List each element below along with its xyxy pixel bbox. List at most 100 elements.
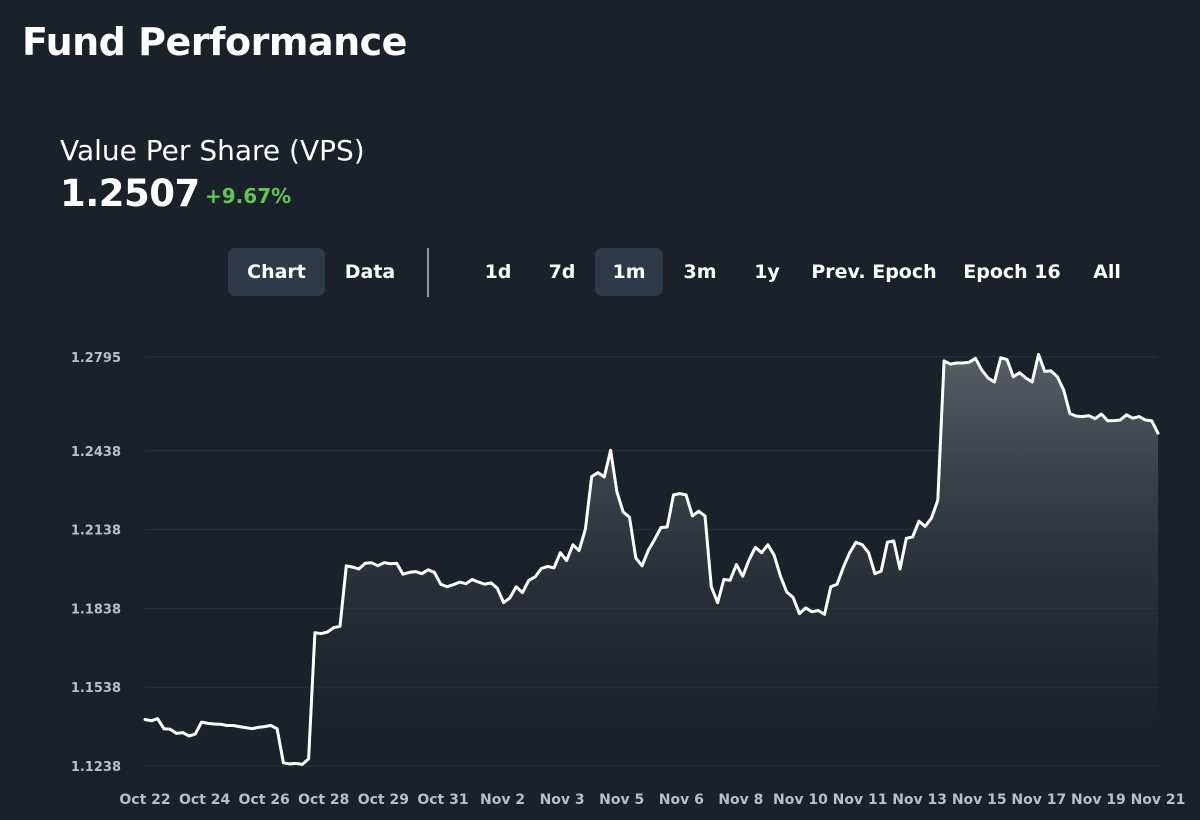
range-1d-button[interactable]: 1d <box>484 261 512 283</box>
data-point <box>187 734 191 738</box>
data-point <box>382 561 386 565</box>
data-point <box>930 516 934 520</box>
data-point <box>514 585 518 589</box>
data-point <box>313 631 317 635</box>
range-3m-button[interactable]: 3m <box>683 261 717 283</box>
range-epoch-16-button[interactable]: Epoch 16 <box>963 261 1061 283</box>
data-point <box>684 493 688 497</box>
data-point <box>319 632 323 636</box>
data-point <box>1011 375 1015 379</box>
vps-area-fill <box>145 354 1158 766</box>
data-point <box>571 543 575 547</box>
x-tick-label: Nov 11 <box>833 792 888 808</box>
range-prev-epoch-button[interactable]: Prev. Epoch <box>811 261 937 283</box>
data-point <box>942 359 946 363</box>
data-point <box>1068 412 1072 416</box>
data-point <box>426 568 430 572</box>
data-point <box>1118 418 1122 422</box>
data-point <box>219 722 223 726</box>
data-point <box>206 721 210 725</box>
x-tick-label: Nov 19 <box>1071 792 1126 808</box>
x-tick-label: Oct 26 <box>239 792 290 808</box>
data-point <box>810 610 814 614</box>
data-point <box>237 725 241 729</box>
data-point <box>1043 369 1047 373</box>
y-tick-label: 1.2138 <box>71 524 121 539</box>
data-point <box>181 731 185 735</box>
data-point <box>363 561 367 565</box>
x-tick-label: Nov 5 <box>599 792 644 808</box>
data-point <box>590 475 594 479</box>
range-all-button[interactable]: All <box>1093 261 1121 283</box>
x-tick-label: Nov 10 <box>773 792 828 808</box>
range-7d-button[interactable]: 7d <box>548 261 576 283</box>
data-point <box>659 526 663 530</box>
vps-series-line <box>143 352 1160 766</box>
data-point <box>495 586 499 590</box>
data-point <box>1081 415 1085 419</box>
x-tick-label: Nov 3 <box>540 792 585 808</box>
data-point <box>231 724 235 728</box>
data-point <box>307 757 311 761</box>
tab-data[interactable]: Data <box>344 261 396 283</box>
data-point <box>716 601 720 605</box>
range-1y-button[interactable]: 1y <box>754 261 780 283</box>
data-point <box>1049 369 1053 373</box>
data-point <box>753 545 757 549</box>
data-point <box>527 578 531 582</box>
data-point <box>722 578 726 582</box>
data-point <box>546 564 550 568</box>
y-tick-label: 1.1238 <box>71 760 121 775</box>
y-tick-label: 1.2795 <box>71 351 121 366</box>
data-point <box>533 575 537 579</box>
y-tick-label: 1.1538 <box>71 681 121 696</box>
data-point <box>288 762 292 766</box>
data-point <box>980 368 984 372</box>
x-tick-label: Nov 21 <box>1131 792 1186 808</box>
data-point <box>1030 380 1034 384</box>
data-point <box>892 539 896 543</box>
data-point <box>143 718 147 722</box>
data-point <box>860 543 864 547</box>
data-point <box>464 582 468 586</box>
y-tick-label: 1.2438 <box>71 445 121 460</box>
data-point <box>1131 416 1135 420</box>
data-point <box>156 717 160 721</box>
data-point <box>785 590 789 594</box>
data-point <box>225 724 229 728</box>
tab-chart[interactable]: Chart <box>228 248 325 296</box>
data-point <box>558 551 562 555</box>
data-point <box>992 380 996 384</box>
data-point <box>779 574 783 578</box>
data-point <box>804 606 808 610</box>
data-point <box>867 551 871 555</box>
data-point <box>326 630 330 634</box>
data-point <box>149 719 153 723</box>
data-point <box>948 362 952 366</box>
x-tick-label: Oct 22 <box>119 792 170 808</box>
data-point <box>791 595 795 599</box>
data-point <box>797 612 801 616</box>
data-point <box>1150 419 1154 423</box>
data-point <box>357 567 361 571</box>
range-1m-button[interactable]: 1m <box>595 248 663 296</box>
data-point <box>168 727 172 731</box>
vps-value: 1.2507 <box>60 172 200 215</box>
vps-change-badge: +9.67% <box>205 184 292 208</box>
data-point <box>407 570 411 574</box>
x-tick-label: Nov 13 <box>892 792 947 808</box>
data-point <box>281 761 285 765</box>
data-point <box>1093 417 1097 421</box>
x-tick-label: Nov 8 <box>718 792 763 808</box>
data-point <box>175 731 179 735</box>
data-point <box>414 570 418 574</box>
data-point <box>734 563 738 567</box>
data-point <box>634 556 638 560</box>
x-tick-label: Oct 31 <box>417 792 468 808</box>
data-point <box>269 724 273 728</box>
data-point <box>728 578 732 582</box>
data-point <box>848 551 852 555</box>
data-point <box>904 536 908 540</box>
data-point <box>445 585 449 589</box>
data-point <box>1156 431 1160 435</box>
